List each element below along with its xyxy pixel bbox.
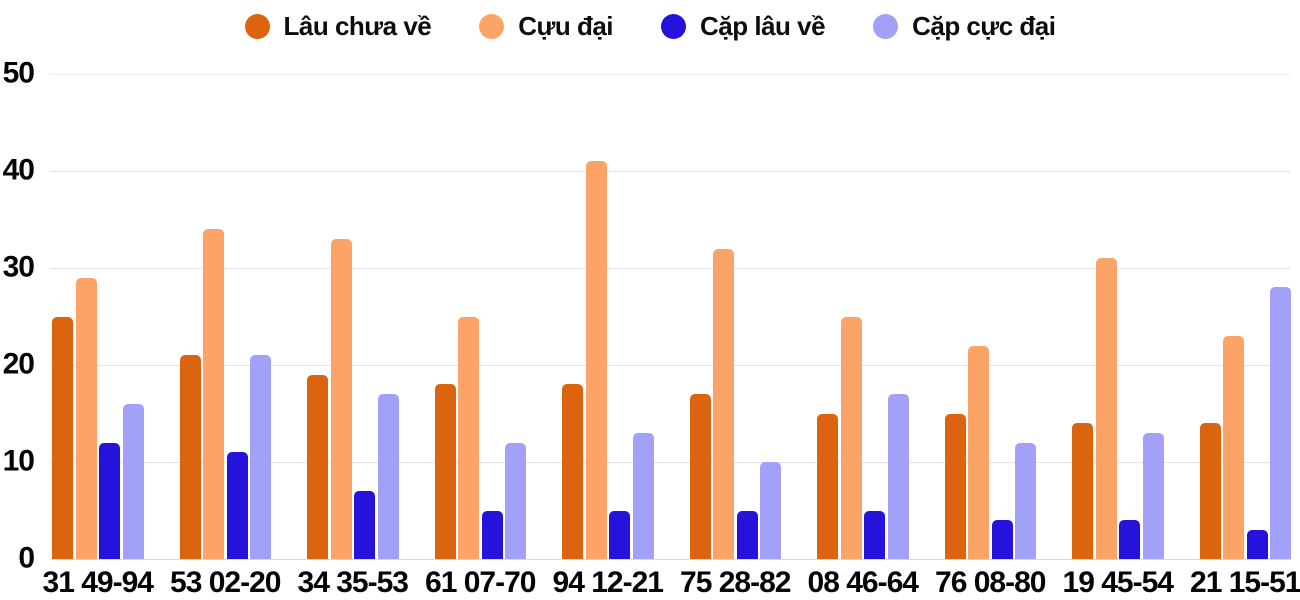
y-axis-tick-label: 30 bbox=[2, 250, 35, 284]
bar-2-group-9[interactable] bbox=[1095, 258, 1117, 559]
gridline-y10 bbox=[50, 462, 1291, 463]
bar-3-group-1[interactable] bbox=[99, 442, 120, 559]
legend-item-cap-cuc-dai[interactable]: Cặp cực đại bbox=[873, 10, 1056, 42]
y-axis-tick-label: 40 bbox=[2, 153, 35, 187]
bar-1-group-3[interactable] bbox=[307, 374, 328, 559]
x-axis-tick-label: 08 46-64 bbox=[807, 566, 919, 599]
bar-3-group-10[interactable] bbox=[1246, 529, 1268, 559]
x-axis-tick-label: 31 49-94 bbox=[42, 566, 154, 599]
bar-3-group-2[interactable] bbox=[226, 452, 248, 559]
x-axis-tick-label: 61 07-70 bbox=[425, 566, 536, 599]
y-axis-tick-label: 10 bbox=[2, 444, 35, 478]
bar-2-group-6[interactable] bbox=[713, 248, 734, 559]
gridline-y0 bbox=[50, 559, 1291, 560]
legend-item-cuu-dai[interactable]: Cựu đại bbox=[479, 10, 614, 42]
bar-4-group-3[interactable] bbox=[377, 394, 399, 559]
bar-4-group-7[interactable] bbox=[887, 394, 909, 559]
x-axis-tick-label: 19 45-54 bbox=[1062, 566, 1174, 599]
y-axis-tick-label: 50 bbox=[2, 56, 35, 90]
bar-4-group-2[interactable] bbox=[250, 355, 271, 559]
y-axis-tick-label: 20 bbox=[2, 347, 35, 381]
bar-1-group-4[interactable] bbox=[434, 384, 456, 559]
gridline-y20 bbox=[50, 365, 1291, 366]
legend-label: Lâu chưa về bbox=[283, 10, 432, 41]
bar-3-group-3[interactable] bbox=[354, 491, 375, 559]
chart-legend: Lâu chưa về Cựu đại Cặp lâu về Cặp cực đ… bbox=[0, 6, 1300, 46]
bar-3-group-4[interactable] bbox=[481, 510, 503, 559]
legend-label: Cặp cực đại bbox=[912, 10, 1056, 41]
bar-1-group-9[interactable] bbox=[1072, 423, 1093, 559]
bar-3-group-9[interactable] bbox=[1119, 520, 1140, 559]
bar-2-group-1[interactable] bbox=[75, 277, 97, 559]
bar-1-group-10[interactable] bbox=[1199, 423, 1221, 559]
bar-4-group-5[interactable] bbox=[632, 432, 654, 559]
bar-2-group-10[interactable] bbox=[1223, 335, 1244, 559]
gridline-y50 bbox=[50, 74, 1291, 75]
bar-2-group-2[interactable] bbox=[203, 229, 224, 559]
legend-label: Cặp lâu về bbox=[700, 10, 826, 41]
legend-label: Cựu đại bbox=[518, 10, 614, 41]
bar-4-group-10[interactable] bbox=[1270, 287, 1291, 559]
x-axis-tick-label: 75 28-82 bbox=[680, 566, 791, 599]
bar-1-group-1[interactable] bbox=[52, 316, 73, 559]
bar-2-group-7[interactable] bbox=[840, 316, 862, 559]
bar-1-group-6[interactable] bbox=[689, 394, 711, 559]
bar-4-group-6[interactable] bbox=[760, 462, 781, 559]
legend-marker-cap-lau-ve-icon bbox=[661, 13, 687, 39]
legend-item-lau-chua-ve[interactable]: Lâu chưa về bbox=[244, 10, 432, 42]
bar-3-group-8[interactable] bbox=[991, 520, 1013, 559]
gridline-y40 bbox=[50, 171, 1291, 172]
x-axis-tick-label: 21 15-51 bbox=[1190, 566, 1300, 599]
bar-1-group-7[interactable] bbox=[817, 413, 838, 559]
bar-3-group-7[interactable] bbox=[864, 510, 885, 559]
bar-2-group-5[interactable] bbox=[585, 161, 607, 559]
legend-item-cap-lau-ve[interactable]: Cặp lâu về bbox=[661, 10, 826, 42]
bar-2-group-3[interactable] bbox=[330, 238, 352, 559]
bar-1-group-8[interactable] bbox=[944, 413, 966, 559]
bar-1-group-2[interactable] bbox=[179, 355, 201, 559]
bar-2-group-4[interactable] bbox=[458, 316, 479, 559]
x-axis-tick-label: 34 35-53 bbox=[297, 566, 409, 599]
bar-2-group-8[interactable] bbox=[968, 345, 989, 559]
legend-marker-lau-chua-ve-icon bbox=[244, 13, 270, 39]
bar-4-group-4[interactable] bbox=[505, 442, 526, 559]
bar-3-group-6[interactable] bbox=[736, 510, 758, 559]
gridline-y30 bbox=[50, 268, 1291, 269]
legend-marker-cap-cuc-dai-icon bbox=[873, 13, 899, 39]
y-axis-tick-label: 0 bbox=[18, 541, 35, 575]
bar-4-group-1[interactable] bbox=[122, 403, 144, 559]
bar-3-group-5[interactable] bbox=[609, 510, 630, 559]
x-axis-tick-label: 53 02-20 bbox=[170, 566, 281, 599]
bar-4-group-9[interactable] bbox=[1142, 432, 1164, 559]
bar-4-group-8[interactable] bbox=[1015, 442, 1036, 559]
plot-area: 50 40 30 20 10 0 31 49-94 53 02-20 34 35-53 61 07… bbox=[3, 58, 1300, 598]
x-axis-tick-label: 94 12-21 bbox=[552, 566, 664, 599]
x-axis-tick-label: 76 08-80 bbox=[935, 566, 1046, 599]
legend-marker-cuu-dai-icon bbox=[479, 13, 505, 39]
bar-1-group-5[interactable] bbox=[562, 384, 583, 559]
